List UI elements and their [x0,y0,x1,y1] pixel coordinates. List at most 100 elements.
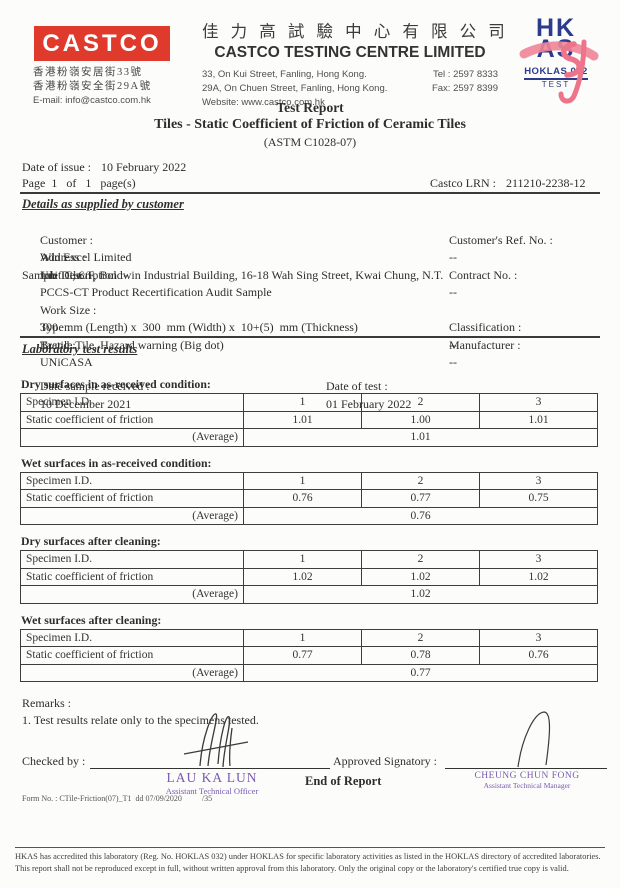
table-row: (Average) 0.77 [20,663,598,682]
value-3: 0.75 [479,489,598,508]
company-name-zh: 佳 力 高 試 驗 中 心 有 限 公 司 [202,22,509,41]
hkas-swoosh-icon [519,39,599,104]
address-english-block: 33, On Kui Street, Fanling, Hong Kong. T… [202,68,498,110]
hkas-test-label: TEST [541,80,571,89]
hkas-accreditation-logo: HK AS HOKLAS 032 TEST [514,14,599,118]
table-row: Specimen I.D. 1 2 3 [20,471,598,490]
value-3: 1.02 [479,567,598,586]
specimen-id-label: Specimen I.D. [20,471,244,490]
metric-label: Static coefficient of friction [20,646,244,665]
castco-lrn-value: 211210-2238-12 [506,176,586,190]
table-row: Static coefficient of friction 0.77 0.78… [20,646,598,665]
average-value: 1.01 [243,428,598,447]
specimen-id-label: Specimen I.D. [20,393,244,412]
lab-dates-row: Date sample received : 10 December 2021 … [22,359,598,411]
approved-signatory-label: Approved Signatory : [333,754,437,768]
checked-by-name: LAU KA LUN [166,770,258,785]
sample-description-row: Sample Description :- [22,267,128,282]
date-received-label: Date sample received : [40,379,150,393]
type-label: Type : [40,320,71,334]
metric-label: Static coefficient of friction [20,567,244,586]
website-line: Website: www.castco.com.hk [202,97,325,108]
title-block: Test Report Tiles - Static Coefficient o… [0,100,620,150]
castco-lrn-label: Castco LRN : [430,176,496,190]
checked-by-signature-line [90,768,330,769]
brand-row: Brand : UNiCASA Manufacturer : -- [22,319,598,370]
approved-signature-line [445,768,607,769]
table-row: Specimen I.D. 1 2 3 [20,393,598,412]
fax-line: Fax: 2597 8399 [431,83,498,94]
email-line: E-mail: info@castco.com.hk [33,95,151,106]
job-title-label: Job Title : [40,267,89,282]
contract-label: Contract No. : [449,267,518,282]
hkas-letters-top: HK [535,14,577,42]
report-subject: Tiles - Static Coefficient of Friction o… [154,117,466,132]
classification-label: Classification : [449,320,522,334]
metric-label: Static coefficient of friction [20,489,244,508]
average-label: (Average) [20,663,244,682]
table-row: (Average) 1.01 [20,428,598,447]
remarks-heading: Remarks : [22,696,71,710]
address-en-row2: 29A, On Chuen Street, Fanling, Hong Kong… [202,82,498,96]
footer-line-2: This report shall not be reproduced exce… [15,864,569,874]
approved-stamp: CHEUNG CHUN FONG Assistant Technical Man… [452,771,602,790]
details-section: Details as supplied by customer Customer… [22,197,598,370]
footer-line-1: HKAS has accredited this laboratory (Reg… [15,852,601,861]
average-value: 0.77 [243,663,598,682]
address-zh-line2: 香港粉嶺安全街29A號 [33,81,152,92]
footer: HKAS has accredited this laboratory (Reg… [15,847,605,875]
checked-by-label: Checked by : [22,754,86,768]
details-heading: Details as supplied by customer [22,197,184,211]
form-number: Form No. : CTile-Friction(07)_T1 dd 07/0… [22,794,213,803]
value-2: 0.77 [361,489,480,508]
value-1: 0.77 [243,646,362,665]
specimen-2: 2 [361,471,480,490]
customer-ref: Customer's Ref. No. : -- [425,214,560,284]
job-title-row: Job Title : PCCS-CT Product Recertificat… [22,249,598,300]
customer-value: Win Excel Limited [40,250,132,264]
table-row: Static coefficient of friction 0.76 0.77… [20,489,598,508]
header: CASTCO 香港粉嶺安居街33號 香港粉嶺安全街29A號 E-mail: in… [20,14,600,108]
customer-ref-label: Customer's Ref. No. : [449,232,553,247]
address-en-line2: 29A, On Chuen Street, Fanling, Hong Kong… [202,83,388,94]
castco-logo: CASTCO [34,26,170,61]
specimen-3: 3 [479,471,598,490]
divider-rule-top [20,192,600,194]
table-title-wet-as-received: Wet surfaces in as-received condition: [21,455,212,470]
result-tables: Dry surfaces in as-received condition: S… [20,377,598,691]
work-size-label: Work Size : [40,302,97,317]
address-en-line1: 33, On Kui Street, Fanling, Hong Kong. [202,69,367,80]
hoklas-registration: HOKLAS 032 [524,66,588,80]
specimen-3: 3 [479,393,598,412]
castco-lrn: Castco LRN : 211210-2238-12 [430,175,586,191]
manufacturer-value: -- [449,355,457,369]
table-row: Specimen I.D. 1 2 3 [20,628,598,647]
end-of-report: End of Report [305,774,382,788]
manufacturer: Manufacturer : -- [425,319,528,389]
work-size-value: 300 mm (Length) x 300 mm (Width) x 10+(5… [40,320,358,334]
type-value: Tactile Tile, Hazard warning (Big dot) [40,337,224,352]
approved-signature-icon [517,711,551,768]
date-of-issue-label: Date of issue : [22,160,91,174]
contract-value: -- [449,285,457,299]
specimen-2: 2 [361,628,480,647]
table-row: (Average) 0.76 [20,506,598,525]
table-row: (Average) 1.02 [20,585,598,604]
date-of-test-label: Date of test : [326,379,388,393]
work-size-row: Work Size : 300 mm (Length) x 300 mm (Wi… [22,284,598,335]
lab-results-section: Laboratory test results Date sample rece… [22,342,598,411]
page-row: Page 1 of 1 page(s) Castco LRN : 211210-… [22,175,598,191]
average-label: (Average) [20,428,244,447]
specimen-id-label: Specimen I.D. [20,628,244,647]
customer-label: Customer : [40,232,93,247]
brand-value: UNiCASA [40,355,93,369]
average-value: 1.02 [243,585,598,604]
company-name-block: 佳 力 高 試 驗 中 心 有 限 公 司 CASTCO TESTING CEN… [202,18,509,110]
lab-results-heading: Laboratory test results [22,342,138,356]
value-2: 1.02 [361,567,480,586]
contract-no: Contract No. : -- [425,249,524,319]
remarks-section: Remarks : 1. Test results relate only to… [22,695,259,729]
average-value: 0.76 [243,506,598,525]
checked-by-title: Assistant Technical Officer [165,786,259,796]
